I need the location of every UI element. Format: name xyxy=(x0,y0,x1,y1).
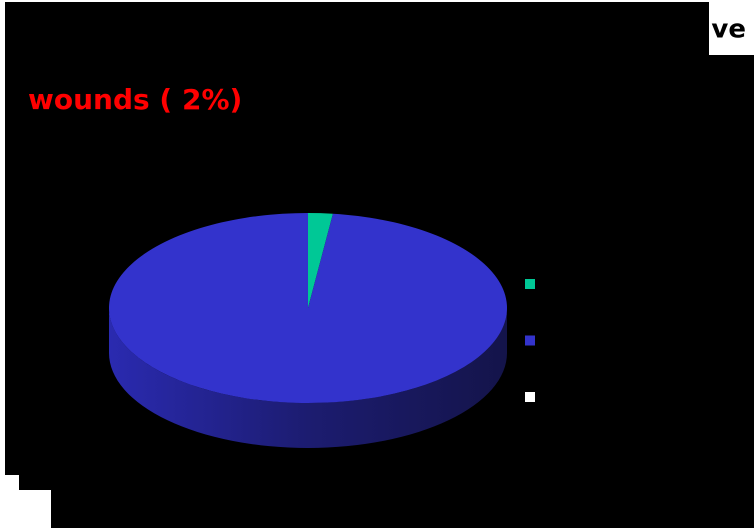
annotation: wounds ( 2%) xyxy=(28,83,242,116)
legend xyxy=(525,279,535,402)
legend-marker xyxy=(525,279,535,289)
pie-slice xyxy=(308,213,333,308)
legend-marker xyxy=(525,392,535,402)
legend-marker xyxy=(525,335,535,346)
pie-slice xyxy=(108,213,507,404)
pie-side xyxy=(109,308,507,448)
title: ve xyxy=(711,15,746,45)
pie xyxy=(108,213,507,448)
